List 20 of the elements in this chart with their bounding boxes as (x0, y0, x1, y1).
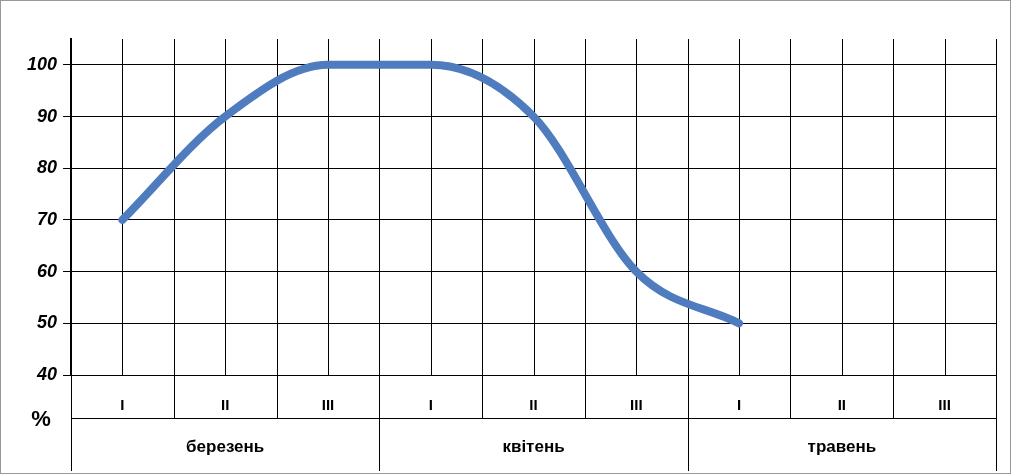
y-tick-label: 40 (36, 363, 58, 384)
y-tick-label: 70 (37, 208, 58, 229)
x-tick-label: III (321, 396, 335, 414)
x-tick-label: II (529, 396, 538, 414)
y-tick-label: 80 (37, 157, 58, 178)
x-tick-label: I (428, 396, 433, 414)
text: квітень (502, 437, 565, 457)
x-tick-label: I (736, 396, 742, 414)
x-tick-label: III (630, 396, 643, 414)
x-tick-label: III (938, 396, 951, 414)
y-tick-label: 100 (26, 53, 58, 74)
x-tick-label: II (221, 396, 230, 414)
y-tick-label: 50 (37, 312, 58, 333)
x-tick-label: I (120, 396, 125, 414)
text: травень (807, 437, 877, 457)
y-tick-label: 60 (37, 260, 58, 281)
y-tick-label: 90 (37, 105, 58, 126)
y-axis-title: % (31, 406, 51, 432)
text: березень (186, 437, 265, 457)
x-tick-label: II (837, 396, 847, 414)
